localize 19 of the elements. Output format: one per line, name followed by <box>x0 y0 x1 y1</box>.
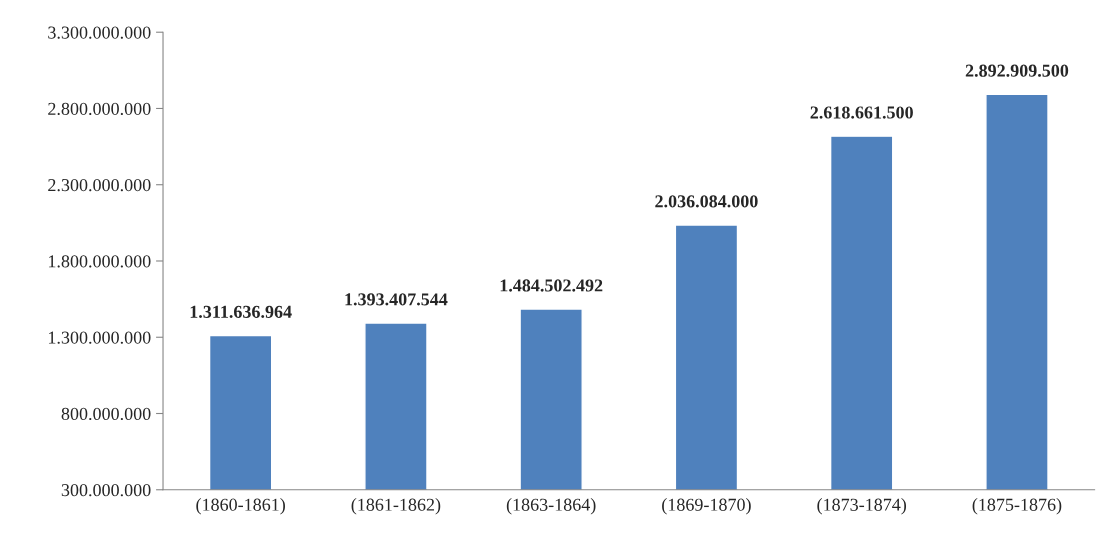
y-tick-label: 800.000.000 <box>61 407 151 421</box>
y-tick-label: 2.800.000.000 <box>48 102 151 115</box>
data-label: 2.036.084.000 <box>655 195 758 208</box>
x-tick-label: (1863-1864) <box>506 498 596 515</box>
data-label: 2.892.909.500 <box>965 64 1069 77</box>
y-tick-label: 2.300.000.000 <box>48 178 151 192</box>
x-tick-label: (1860-1861) <box>196 498 285 515</box>
x-tick-label: (1875-1876) <box>972 498 1062 515</box>
data-label: 1.393.407.544 <box>345 293 448 306</box>
y-tick-label: 300.000.000 <box>61 484 151 497</box>
data-label: 2.618.661.500 <box>810 106 913 119</box>
data-label: 1.484.502.492 <box>500 279 603 292</box>
y-tick-label: 1.800.000.000 <box>48 255 151 268</box>
y-tick-label: 1.300.000.000 <box>48 331 151 344</box>
x-tick-label: (1869-1870) <box>662 498 751 515</box>
x-tick-label: (1873-1874) <box>817 498 907 515</box>
y-tick-label: 3.300.000.000 <box>48 26 151 39</box>
x-tick-label: (1861-1862) <box>351 498 441 515</box>
data-label: 1.311.636.964 <box>190 305 292 318</box>
